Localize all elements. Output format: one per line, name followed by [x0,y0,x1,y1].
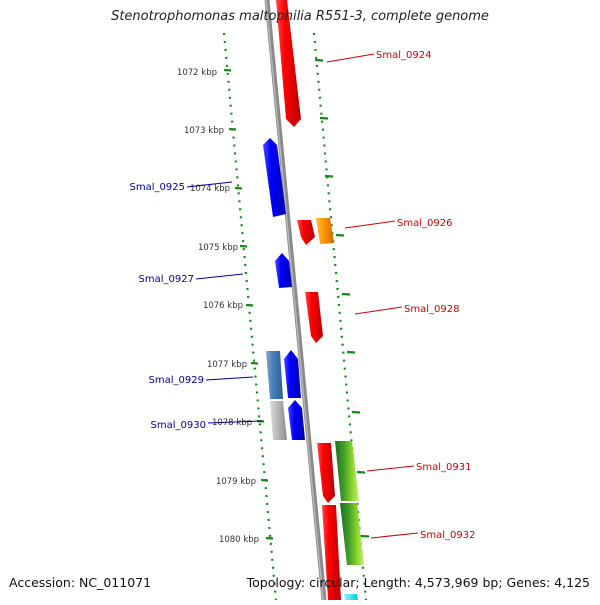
inner-ring-tick [239,244,248,248]
outer-ring-tick [356,470,366,474]
kbp-label: 1077 kbp [207,360,247,370]
gene-Smal_0929-partner [266,351,283,399]
genome-backbone-highlight [265,0,324,601]
outer-ring-tick [351,410,361,414]
gene-label: Smal_0930 [151,420,206,431]
outer-ring-tick [335,233,345,237]
inner-ring-tick [234,186,243,190]
gene-green-feature-2 [340,503,364,565]
genome-backbone [264,0,327,601]
outer-ring-tick [319,116,329,120]
kbp-label: 1073 kbp [184,126,224,136]
gene-Smal_0928 [305,292,323,343]
inner-tick-ring [222,32,278,601]
gene-label: Smal_0931 [416,462,471,473]
kbp-label: 1072 kbp [177,68,217,78]
gene-label: Smal_0926 [397,218,452,229]
gene-green-feature-1 [335,441,359,501]
gene-Smal_0930-partner [270,401,287,440]
inner-ring-tick [265,536,274,540]
inner-ring-tick [223,68,232,72]
gene-label: Smal_0924 [376,50,431,61]
gene-label: Smal_0925 [130,182,185,193]
callout-line [186,181,233,188]
outer-ring-tick [360,534,370,538]
gene-Smal_0930 [288,400,305,440]
gene-Smal_0926 [297,220,315,245]
kbp-label: 1078 kbp [212,418,252,428]
genome-title: Stenotrophomonas maltophilia R551-3, com… [111,9,489,24]
callout-line [326,53,375,63]
callout-line [344,220,396,229]
kbp-label: 1074 kbp [190,184,230,194]
callout-line [207,420,263,424]
outer-ring-tick [324,174,334,178]
callout-line [195,273,244,280]
callout-line [205,376,254,381]
inner-ring-tick [245,303,254,307]
callout-line [370,532,419,539]
kbp-label: 1080 kbp [219,535,259,545]
kbp-label: 1079 kbp [216,477,256,487]
outer-ring-tick [346,350,356,354]
outer-ring-tick [341,292,351,296]
gene-cyan-feature [344,594,358,600]
callout-line [366,465,415,472]
gene-Smal_0929 [284,350,301,398]
kbp-label: 1075 kbp [198,243,238,253]
inner-ring-tick [260,478,269,482]
gene-Smal_0924 [276,0,301,127]
kbp-label: 1076 kbp [203,301,243,311]
gene-Smal_0927 [275,253,292,288]
gene-label: Smal_0929 [149,375,204,386]
topology-summary: Topology: circular; Length: 4,573,969 bp… [246,575,590,590]
inner-ring-tick [250,361,259,365]
gene-Smal_0925 [263,138,286,217]
gene-label: Smal_0927 [139,274,194,285]
gene-label: Smal_0932 [420,530,475,541]
callout-line [354,306,403,315]
gene-Smal_0931 [317,443,335,503]
inner-ring-tick [228,127,237,131]
gene-Smal_0932 [322,505,341,600]
gene-orange-feature [316,218,334,244]
accession-label: Accession: NC_011071 [9,575,152,590]
gene-label: Smal_0928 [404,304,459,315]
outer-ring-tick [314,58,324,62]
